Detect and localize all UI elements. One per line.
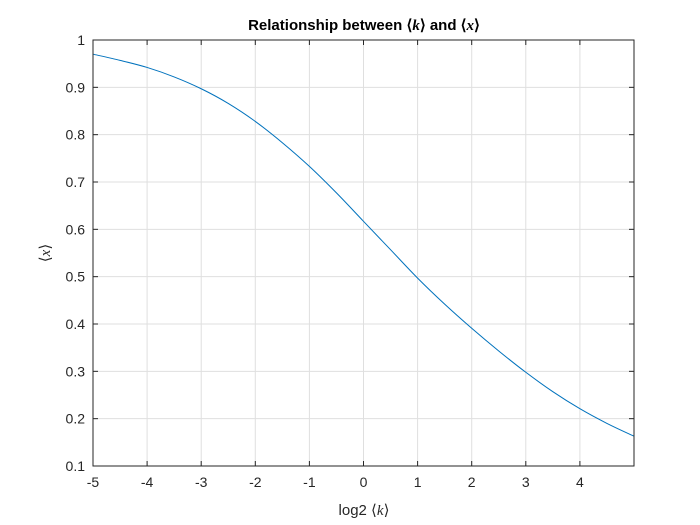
x-tick-label: 2 xyxy=(468,474,476,490)
y-tick-label: 0.3 xyxy=(66,363,86,379)
x-tick-label: 0 xyxy=(360,474,368,490)
x-tick-label: -2 xyxy=(249,474,262,490)
y-tick-label: 0.2 xyxy=(66,411,86,427)
x-tick-label: -4 xyxy=(141,474,154,490)
x-tick-label: 4 xyxy=(576,474,584,490)
y-tick-label: 1 xyxy=(77,32,85,48)
x-axis-label: log2 ⟨k⟩ xyxy=(339,502,390,519)
y-tick-labels: 0.1 0.2 0.3 0.4 0.5 0.6 0.7 0.8 0.9 1 xyxy=(66,32,86,474)
x-tick-label: 1 xyxy=(414,474,422,490)
x-tick-label: -5 xyxy=(87,474,100,490)
y-axis-label: ⟨x⟩ xyxy=(37,244,54,262)
x-tick-label: -1 xyxy=(303,474,316,490)
chart-title: Relationship between ⟨k⟩ and ⟨x⟩ xyxy=(248,17,480,34)
series-group xyxy=(92,53,635,437)
tick-marks xyxy=(92,39,634,467)
y-tick-label: 0.6 xyxy=(66,221,86,237)
y-tick-label: 0.7 xyxy=(66,174,86,190)
x-tick-labels: -5 -4 -3 -2 -1 0 1 2 3 4 xyxy=(87,474,584,490)
x-tick-label: -3 xyxy=(195,474,208,490)
y-tick-label: 0.8 xyxy=(66,127,86,143)
series-line xyxy=(92,53,635,437)
x-tick-label: 3 xyxy=(522,474,530,490)
y-tick-label: 0.9 xyxy=(66,79,86,95)
y-tick-label: 0.5 xyxy=(66,269,86,285)
y-tick-label: 0.4 xyxy=(66,316,86,332)
y-tick-label: 0.1 xyxy=(66,458,86,474)
